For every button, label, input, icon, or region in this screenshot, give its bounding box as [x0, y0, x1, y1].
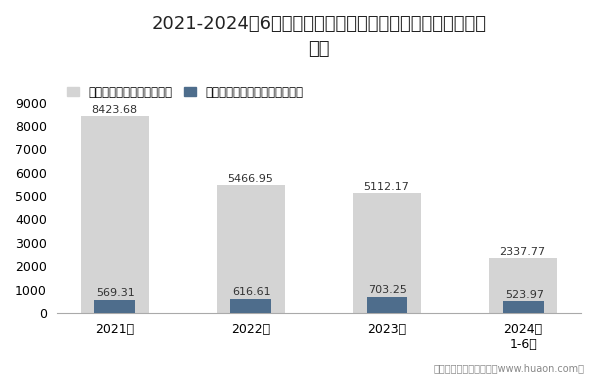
Text: 523.97: 523.97	[505, 290, 544, 300]
Text: 616.61: 616.61	[232, 287, 271, 297]
Text: 制图：华经产业研究院（www.huaon.com）: 制图：华经产业研究院（www.huaon.com）	[433, 363, 584, 373]
Text: 703.25: 703.25	[368, 285, 408, 295]
Bar	[80, 116, 148, 313]
Bar	[217, 185, 285, 313]
Bar	[489, 258, 557, 313]
Bar	[367, 297, 408, 313]
Text: 5112.17: 5112.17	[363, 182, 409, 192]
Text: 2337.77: 2337.77	[499, 247, 545, 257]
Bar	[502, 301, 544, 313]
Text: 8423.68: 8423.68	[91, 105, 137, 115]
Text: 5466.95: 5466.95	[227, 174, 273, 184]
Bar	[230, 299, 271, 313]
Text: 569.31: 569.31	[96, 288, 135, 299]
Bar	[94, 300, 135, 313]
Bar	[353, 193, 421, 313]
Legend: 商品住宅销售面积（万㎡）, 商品住宅现房销售面积（万㎡）: 商品住宅销售面积（万㎡）, 商品住宅现房销售面积（万㎡）	[63, 81, 308, 104]
Title: 2021-2024年6月浙江省房地产商品住宅及商品住宅现房销售
面积: 2021-2024年6月浙江省房地产商品住宅及商品住宅现房销售 面积	[151, 15, 486, 58]
